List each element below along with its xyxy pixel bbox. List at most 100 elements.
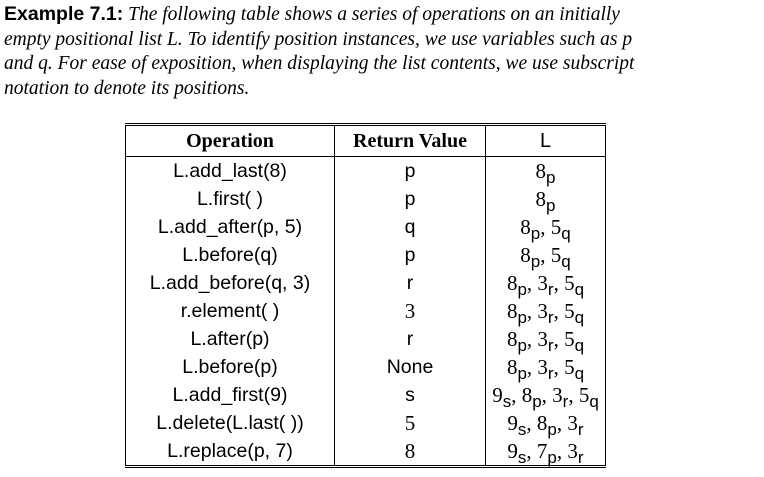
list-element-value: 8 bbox=[535, 186, 547, 211]
operation-cell: L.after(p) bbox=[125, 325, 335, 353]
table-row: L.after(p) r 8p, 3r, 5q bbox=[125, 325, 606, 355]
intro-line-2: empty positional list L. To identify pos… bbox=[4, 28, 633, 50]
header-operation: Operation bbox=[125, 124, 335, 157]
return-value-cell: 8 bbox=[334, 437, 486, 467]
list-element-value: 5 bbox=[550, 214, 562, 239]
position-subscript: q bbox=[574, 279, 585, 299]
table-row: L.add_before(q, 3) r 8p, 3r, 5q bbox=[125, 269, 606, 299]
position-subscript: q bbox=[574, 363, 585, 383]
intro-text-1: The following table shows a series of op… bbox=[123, 4, 620, 25]
operation-cell: L.delete(L.last( )) bbox=[125, 409, 335, 437]
list-separator: , bbox=[553, 298, 565, 323]
return-value-cell: s bbox=[334, 381, 486, 409]
list-element-value: 3 bbox=[567, 438, 578, 463]
operation-cell: L.before(q) bbox=[125, 241, 335, 269]
list-element-value: 3 bbox=[567, 410, 578, 435]
table-row: L.before(q) p 8p, 5q bbox=[125, 241, 606, 271]
example-paragraph: Example 7.1: The following table shows a… bbox=[4, 2, 760, 101]
list-separator: , bbox=[556, 410, 568, 435]
table-body: L.add_last(8) p 8p L.first( ) p 8p L.add_after… bbox=[125, 156, 606, 467]
position-subscript: q bbox=[589, 391, 599, 411]
operation-cell: r.element( ) bbox=[125, 297, 335, 325]
position-subscript: q bbox=[574, 307, 585, 327]
list-separator: , bbox=[541, 382, 553, 407]
operation-cell: L.add_before(q, 3) bbox=[125, 269, 335, 297]
intro-line-3: and q. For ease of exposition, when disp… bbox=[4, 53, 635, 74]
intro-line-1: Example 7.1: The following table shows a… bbox=[4, 2, 760, 28]
list-element-value: 5 bbox=[564, 270, 575, 295]
operation-cell: L.first( ) bbox=[125, 185, 335, 213]
list-contents-cell: 8p, 5q bbox=[485, 213, 606, 243]
list-element-value: 3 bbox=[537, 354, 548, 379]
return-value-cell: None bbox=[334, 353, 486, 381]
return-value-cell: q bbox=[334, 213, 486, 241]
list-element-value: 8 bbox=[506, 354, 518, 379]
list-contents-cell: 8p, 3r, 5q bbox=[485, 353, 606, 383]
table-header-row: Operation Return Value L bbox=[125, 124, 606, 157]
table-row: r.element( ) 3 8p, 3r, 5q bbox=[125, 297, 606, 327]
intro-line-4: notation to denote its positions. bbox=[4, 77, 250, 99]
list-contents-cell: 8p bbox=[485, 156, 606, 187]
list-element-value: 5 bbox=[564, 354, 575, 379]
position-subscript: r bbox=[562, 391, 569, 411]
list-element-value: 5 bbox=[564, 326, 575, 351]
list-separator: , bbox=[540, 214, 551, 239]
list-separator: , bbox=[526, 298, 538, 323]
operation-cell: L.add_last(8) bbox=[125, 156, 335, 185]
list-element-value: 3 bbox=[552, 382, 563, 407]
return-value-cell: 5 bbox=[334, 409, 486, 437]
list-element-value: 7 bbox=[536, 438, 548, 463]
return-value-cell: 3 bbox=[334, 297, 486, 325]
position-subscript: q bbox=[574, 335, 585, 355]
list-contents-cell: 8p bbox=[485, 185, 606, 215]
position-subscript: r bbox=[577, 447, 584, 467]
list-contents-cell: 9s, 8p, 3r bbox=[485, 409, 606, 439]
return-value-cell: p bbox=[334, 185, 486, 213]
position-subscript: p bbox=[546, 167, 556, 187]
list-separator: , bbox=[553, 326, 565, 351]
list-element-value: 9 bbox=[507, 410, 518, 435]
list-element-value: 5 bbox=[564, 298, 575, 323]
list-contents-cell: 8p, 3r, 5q bbox=[485, 297, 606, 327]
table-row: L.add_last(8) p 8p bbox=[125, 156, 606, 187]
position-subscript: r bbox=[547, 335, 554, 355]
list-separator: , bbox=[526, 438, 537, 463]
list-element-value: 3 bbox=[537, 326, 548, 351]
operation-cell: L.add_first(9) bbox=[125, 381, 335, 409]
list-element-value: 3 bbox=[537, 270, 548, 295]
position-subscript: p bbox=[530, 251, 541, 271]
list-element-value: 5 bbox=[550, 242, 562, 267]
list-element-value: 8 bbox=[506, 326, 518, 351]
position-subscript: q bbox=[561, 223, 571, 243]
list-element-value: 8 bbox=[536, 410, 548, 435]
position-subscript: r bbox=[577, 419, 584, 439]
list-element-value: 5 bbox=[578, 382, 590, 407]
operation-cell: L.add_after(p, 5) bbox=[125, 213, 335, 241]
return-value-cell: p bbox=[334, 156, 486, 185]
position-subscript: r bbox=[547, 307, 554, 327]
list-element-value: 3 bbox=[537, 298, 548, 323]
list-separator: , bbox=[526, 270, 538, 295]
list-element-value: 9 bbox=[492, 382, 503, 407]
list-element-value: 8 bbox=[520, 214, 531, 239]
position-subscript: p bbox=[547, 447, 557, 467]
list-separator: , bbox=[540, 242, 551, 267]
position-subscript: s bbox=[517, 419, 527, 439]
list-separator: , bbox=[526, 354, 538, 379]
list-separator: , bbox=[526, 326, 538, 351]
operation-cell: L.before(p) bbox=[125, 353, 335, 381]
position-subscript: p bbox=[530, 223, 541, 243]
list-separator: , bbox=[553, 354, 565, 379]
list-element-value: 8 bbox=[520, 242, 531, 267]
list-contents-cell: 9s, 7p, 3r bbox=[485, 437, 606, 467]
list-element-value: 8 bbox=[535, 158, 547, 183]
example-label: Example 7.1: bbox=[4, 3, 124, 25]
list-separator: , bbox=[556, 438, 568, 463]
position-subscript: p bbox=[546, 195, 556, 215]
list-element-value: 9 bbox=[507, 438, 518, 463]
return-value-cell: p bbox=[334, 241, 486, 269]
operations-table: Operation Return Value L L.add_last(8) p 8… bbox=[125, 123, 606, 468]
header-return-value: Return Value bbox=[334, 124, 486, 157]
operation-cell: L.replace(p, 7) bbox=[125, 437, 335, 467]
table-row: L.add_first(9) s 9s, 8p, 3r, 5q bbox=[125, 381, 606, 411]
